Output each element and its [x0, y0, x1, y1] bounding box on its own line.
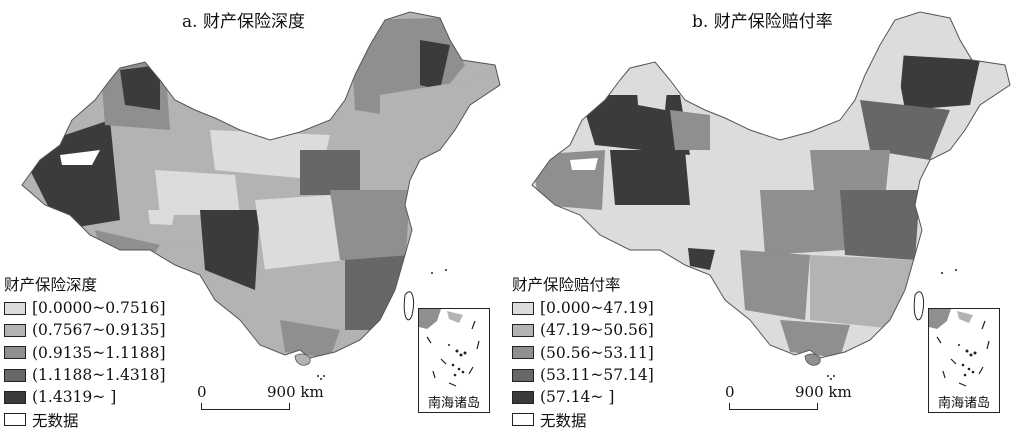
scale-end-label: 900 km [795, 383, 852, 401]
inset-map [419, 309, 480, 387]
legend-item: (47.19~50.56] [512, 319, 654, 341]
legend-item: (57.14~ ] [512, 386, 654, 408]
legend-label: (50.56~53.11] [540, 343, 654, 362]
hainan-island [804, 353, 821, 366]
china-choropleth-map [21, 11, 501, 380]
legend-label: (0.9135~1.1188] [32, 343, 166, 362]
scale-bar-line [729, 403, 818, 410]
legend-swatch [512, 323, 534, 337]
legend-swatch [512, 346, 534, 360]
inset-label: 南海诸岛 [427, 396, 480, 411]
legend-swatch [4, 413, 26, 427]
scale-start-label: 0 [197, 383, 207, 401]
legend-item: (53.11~57.14] [512, 364, 654, 386]
south-china-sea-inset: 南海诸岛 [928, 308, 1000, 413]
legend-item: [0.000~47.19] [512, 297, 654, 319]
map-legend: 财产保险深度 [0.0000~0.7516] (0.7567~0.9135] (… [4, 275, 166, 431]
legend-title: 财产保险深度 [4, 276, 98, 294]
legend-label: (1.1188~1.4318] [32, 366, 166, 385]
legend-swatch [4, 346, 26, 360]
island-dots [827, 269, 957, 380]
map-title: a. 财产保险深度 [182, 12, 305, 32]
legend-swatch [512, 368, 534, 382]
legend-item: (0.9135~1.1188] [4, 342, 166, 364]
taiwan-island [403, 291, 415, 321]
legend-item: (0.7567~0.9135] [4, 319, 166, 341]
legend-title: 财产保险赔付率 [512, 276, 621, 294]
taiwan-island [913, 291, 925, 321]
legend-label: [0.0000~0.7516] [32, 299, 166, 318]
inset-label: 南海诸岛 [937, 396, 990, 411]
legend-item: (50.56~53.11] [512, 342, 654, 364]
legend-label: (57.14~ ] [540, 388, 615, 407]
inset-map [929, 309, 990, 387]
map-panel-loss-ratio: b. 财产保险赔付率 财产保险赔付率 [0.000~47.19] (47.19~… [510, 0, 1020, 445]
legend-swatch [4, 390, 26, 404]
scale-bar-line [201, 403, 290, 410]
map-legend: 财产保险赔付率 [0.000~47.19] (47.19~50.56] (50.… [512, 275, 654, 431]
china-choropleth-map [531, 11, 1011, 380]
hainan-island [294, 353, 311, 366]
scale-start-label: 0 [725, 383, 735, 401]
legend-item-no-data: 无数据 [512, 408, 654, 430]
map-panel-insurance-depth: a. 财产保险深度 财产保险深度 [0.0000~0.7516] (0.7567… [4, 11, 501, 431]
china-outline [531, 11, 1011, 359]
legend-label: 无数据 [540, 411, 587, 430]
legend-swatch [4, 301, 26, 315]
scale-end-label: 900 km [267, 383, 324, 401]
legend-label: [0.000~47.19] [540, 299, 654, 318]
legend-swatch [512, 301, 534, 315]
legend-swatch [512, 413, 534, 427]
legend-item-no-data: 无数据 [4, 408, 166, 430]
legend-item: (1.1188~1.4318] [4, 364, 166, 386]
legend-label: 无数据 [32, 411, 79, 430]
legend-swatch [512, 390, 534, 404]
island-dots [317, 269, 447, 380]
china-outline [21, 11, 501, 359]
legend-label: (47.19~50.56] [540, 321, 654, 340]
legend-swatch [4, 368, 26, 382]
map-title: b. 财产保险赔付率 [692, 12, 833, 32]
legend-swatch [4, 323, 26, 337]
south-china-sea-inset: 南海诸岛 [418, 308, 490, 413]
legend-label: (1.4319~ ] [32, 388, 117, 407]
legend-item: [0.0000~0.7516] [4, 297, 166, 319]
legend-item: (1.4319~ ] [4, 386, 166, 408]
legend-label: (0.7567~0.9135] [32, 321, 166, 340]
legend-label: (53.11~57.14] [540, 366, 654, 385]
